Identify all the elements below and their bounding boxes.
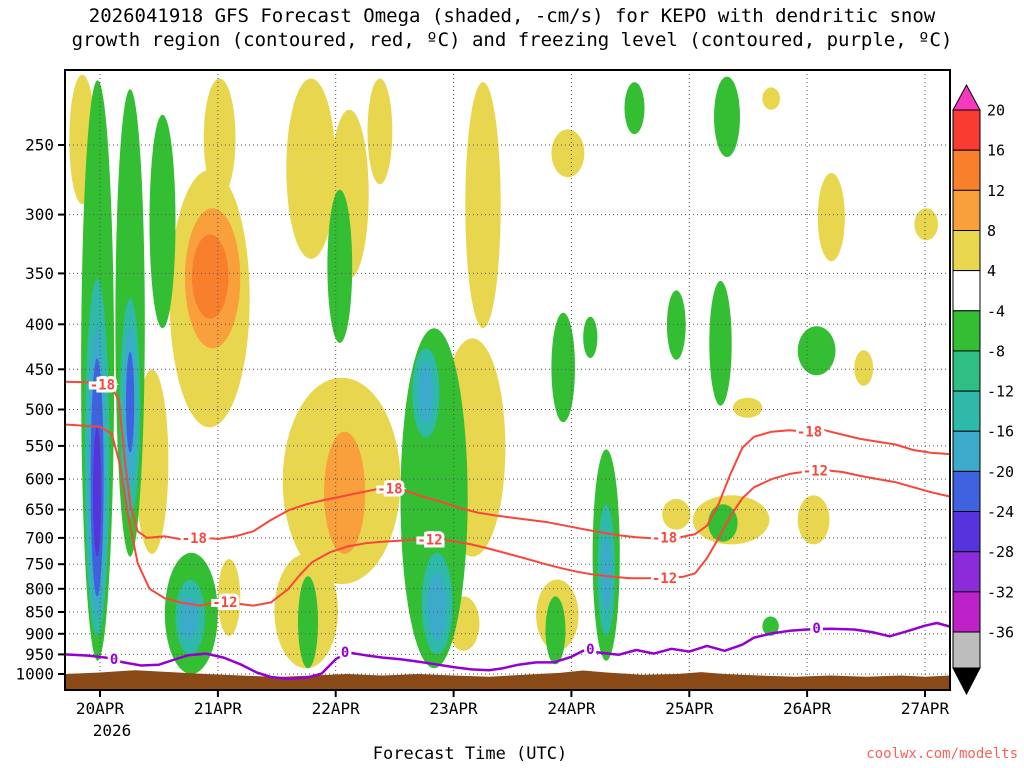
contour-dendritic-growth-region	[65, 380, 950, 607]
y-tick-label: 400	[25, 315, 54, 334]
y-tick-label: 350	[25, 264, 54, 283]
svg-text:-18: -18	[90, 377, 115, 393]
colorbar: 20 16 12 8 4 -4 -8 -12 -16 -20 -24 -28 -32 -36	[952, 83, 1014, 696]
svg-text:-18: -18	[182, 531, 207, 547]
colorbar-top-arrow	[952, 83, 981, 111]
x-tick-label: 26APR	[783, 699, 832, 718]
svg-text:-32: -32	[987, 583, 1014, 601]
svg-text:-12: -12	[417, 533, 442, 549]
y-tick-label: 550	[25, 436, 54, 455]
y-tick-label: 800	[25, 579, 54, 598]
x-tick-label: 21APR	[194, 699, 243, 718]
svg-text:-18: -18	[652, 530, 677, 546]
y-tick-label: 250	[25, 136, 54, 155]
y-tick-label: 1000	[15, 665, 54, 684]
chart-title-line1: 2026041918 GFS Forecast Omega (shaded, -…	[88, 5, 936, 27]
svg-text:0: 0	[341, 645, 349, 661]
x-tick-label: 24APR	[547, 699, 596, 718]
svg-text:0: 0	[586, 642, 594, 658]
svg-text:12: 12	[987, 182, 1005, 200]
omega-shading	[69, 74, 938, 675]
y-tick-label: 850	[25, 603, 54, 622]
grid	[65, 70, 950, 690]
terrain	[65, 670, 950, 690]
y-tick-label: 950	[25, 645, 54, 664]
svg-text:0: 0	[110, 652, 118, 668]
svg-text:16: 16	[987, 142, 1005, 160]
y-tick-label: 500	[25, 400, 54, 419]
svg-text:-12: -12	[803, 464, 828, 480]
x-tick-label: 27APR	[901, 699, 950, 718]
x-tick-label: 23APR	[430, 699, 479, 718]
svg-text:-24: -24	[987, 503, 1014, 521]
svg-text:0: 0	[812, 621, 820, 637]
y-tick-label: 600	[25, 470, 54, 489]
svg-text:-18: -18	[377, 482, 402, 498]
colorbar-bottom-arrow	[952, 667, 981, 696]
svg-text:20: 20	[987, 102, 1005, 120]
svg-text:8: 8	[987, 222, 996, 240]
contour-labels-freezing-level: 0 0 0 0	[107, 618, 824, 671]
y-tick-label: 700	[25, 528, 54, 547]
axis-ticks	[58, 144, 926, 697]
x-tick-label: 22APR	[312, 699, 361, 718]
svg-text:-12: -12	[212, 595, 237, 611]
svg-text:-36: -36	[987, 624, 1014, 642]
chart-title-line2: growth region (contoured, red, ºC) and f…	[71, 29, 953, 51]
svg-text:-4: -4	[987, 302, 1005, 320]
svg-text:-12: -12	[987, 383, 1014, 401]
x-tick-label: 20APR	[76, 699, 125, 718]
colorbar-labels: 20 16 12 8 4 -4 -8 -12 -16 -20 -24 -28 -32 -36	[987, 102, 1014, 642]
svg-text:4: 4	[987, 262, 996, 280]
x-axis-label: Forecast Time (UTC)	[372, 744, 568, 764]
x-axis-year: 2026	[93, 721, 132, 740]
y-tick-label: 900	[25, 624, 54, 643]
svg-text:-28: -28	[987, 543, 1014, 561]
y-tick-label: 300	[25, 205, 54, 224]
y-tick-label: 450	[25, 360, 54, 379]
svg-text:-18: -18	[797, 425, 822, 441]
svg-text:-16: -16	[987, 423, 1014, 441]
x-tick-label: 25APR	[665, 699, 714, 718]
y-tick-label: 750	[25, 555, 54, 574]
axis-tick-labels: 20APR 21APR 22APR 23APR 24APR 25APR 26APR 27APR…	[15, 136, 949, 741]
plot-border	[64, 69, 951, 691]
svg-text:-20: -20	[987, 463, 1014, 481]
y-tick-label: 650	[25, 500, 54, 519]
svg-text:-12: -12	[652, 571, 677, 587]
svg-text:-8: -8	[987, 342, 1005, 360]
contour-labels-dendritic-growth-region: -18 -18 -18 -18 -18 -12 -12 -12 -12	[87, 374, 831, 614]
contour-freezing-level	[65, 621, 950, 681]
watermark: coolwx.com/modelts	[866, 746, 1018, 762]
